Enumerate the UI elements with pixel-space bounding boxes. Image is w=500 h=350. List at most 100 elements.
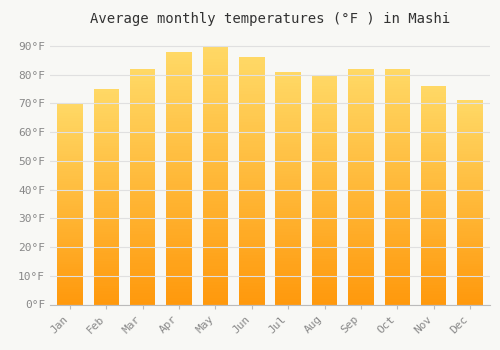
Bar	[421, 124, 446, 127]
Bar	[348, 75, 374, 78]
Bar	[202, 133, 228, 136]
Bar	[458, 103, 482, 106]
Bar	[458, 281, 482, 284]
Bar	[421, 89, 446, 92]
Bar	[458, 231, 482, 233]
Bar	[130, 290, 156, 293]
Bar	[458, 159, 482, 162]
Bar	[58, 106, 82, 108]
Bar	[348, 293, 374, 296]
Bar	[202, 275, 228, 279]
Bar	[312, 267, 338, 270]
Bar	[94, 194, 119, 197]
Bar	[239, 85, 264, 88]
Bar	[239, 132, 264, 135]
Bar	[94, 148, 119, 151]
Bar	[166, 127, 192, 131]
Bar	[458, 152, 482, 154]
Bar	[276, 252, 301, 255]
Bar	[58, 249, 82, 252]
Bar	[458, 248, 482, 251]
Bar	[94, 183, 119, 186]
Bar	[130, 216, 156, 219]
Bar	[312, 264, 338, 267]
Bar	[312, 75, 338, 77]
Bar	[202, 175, 228, 178]
Bar	[421, 296, 446, 299]
Bar	[130, 84, 156, 86]
Bar	[384, 69, 410, 72]
Bar	[130, 146, 156, 148]
Bar	[276, 98, 301, 101]
Bar	[348, 184, 374, 187]
Bar	[384, 266, 410, 269]
Bar	[58, 272, 82, 274]
Bar	[348, 246, 374, 248]
Bar	[312, 270, 338, 273]
Bar	[421, 182, 446, 184]
Bar	[348, 86, 374, 90]
Bar	[202, 59, 228, 62]
Bar	[348, 125, 374, 128]
Bar	[130, 213, 156, 216]
Bar	[202, 250, 228, 253]
Bar	[384, 296, 410, 299]
Bar	[166, 124, 192, 127]
Bar	[348, 196, 374, 198]
Bar	[421, 144, 446, 146]
Bar	[58, 259, 82, 262]
Bar	[421, 165, 446, 168]
Bar	[421, 141, 446, 144]
Bar	[202, 166, 228, 169]
Bar	[384, 269, 410, 272]
Bar	[239, 295, 264, 298]
Bar	[58, 154, 82, 156]
Bar	[276, 156, 301, 159]
Bar	[384, 151, 410, 154]
Bar	[202, 282, 228, 285]
Bar	[421, 250, 446, 253]
Bar	[239, 61, 264, 64]
Bar	[166, 213, 192, 216]
Bar	[384, 86, 410, 90]
Bar	[130, 75, 156, 78]
Bar	[421, 212, 446, 215]
Bar	[312, 115, 338, 118]
Bar	[312, 112, 338, 115]
Bar	[202, 91, 228, 94]
Bar	[239, 246, 264, 249]
Bar	[239, 110, 264, 113]
Bar	[276, 281, 301, 284]
Bar	[312, 227, 338, 230]
Bar	[312, 230, 338, 233]
Bar	[166, 175, 192, 178]
Bar	[421, 94, 446, 97]
Bar	[276, 214, 301, 217]
Bar	[58, 204, 82, 206]
Bar	[202, 117, 228, 120]
Bar	[276, 133, 301, 136]
Bar	[348, 134, 374, 136]
Bar	[276, 182, 301, 185]
Bar	[202, 62, 228, 65]
Bar	[166, 121, 192, 124]
Bar	[202, 272, 228, 275]
Bar	[58, 277, 82, 279]
Bar	[130, 272, 156, 275]
Bar	[384, 234, 410, 237]
Bar	[239, 70, 264, 73]
Bar	[312, 172, 338, 175]
Bar	[458, 223, 482, 225]
Bar	[130, 151, 156, 154]
Bar	[166, 64, 192, 68]
Bar	[58, 247, 82, 249]
Bar	[130, 193, 156, 196]
Bar	[276, 203, 301, 205]
Bar	[348, 166, 374, 169]
Bar	[239, 280, 264, 283]
Bar	[458, 266, 482, 269]
Bar	[130, 69, 156, 72]
Bar	[166, 112, 192, 115]
Bar	[202, 65, 228, 69]
Bar	[458, 149, 482, 152]
